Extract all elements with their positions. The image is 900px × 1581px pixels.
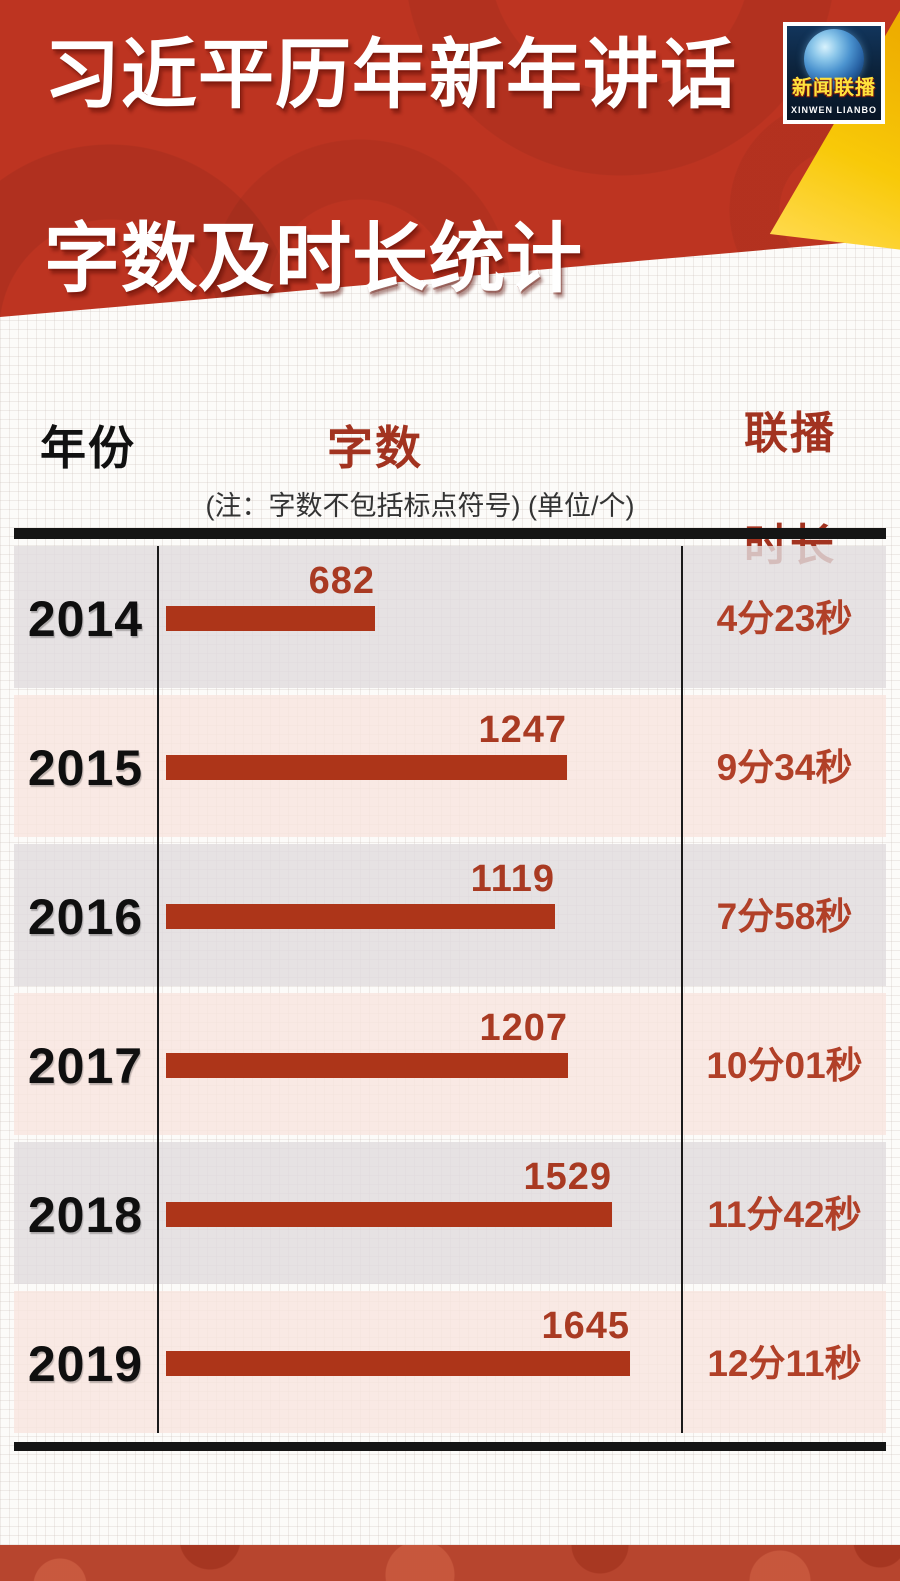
table-row-2015: 2015 1247 9分34秒 [14,695,886,837]
year-label: 2017 [27,1038,144,1094]
duration-label: 4分23秒 [716,598,853,639]
duration-label: 10分01秒 [706,1045,863,1086]
word-count-label: 1645 [541,1305,630,1347]
year-label: 2018 [27,1187,144,1243]
table-row-2019: 2019 1645 12分11秒 [14,1291,886,1433]
word-count-label: 1119 [470,858,555,900]
table-row-2018: 2018 1529 11分42秒 [14,1142,886,1284]
logo-name-english: XINWEN LIANBO [791,105,877,115]
bar-group: 1119 [166,860,555,929]
word-count-bar [166,1202,612,1227]
bar-group: 1207 [166,1009,568,1078]
page-title-line2: 字数及时长统计 [44,217,583,302]
chart-rows: 2014 682 4分23秒 2015 1247 9分34秒 2016 1119… [14,546,886,1433]
footer-band [0,1545,900,1581]
bar-group: 1529 [166,1158,612,1227]
word-count-bar [166,904,555,929]
duration-label: 12分11秒 [707,1343,862,1384]
word-count-label: 682 [308,560,375,602]
table-row-2016: 2016 1119 7分58秒 [14,844,886,986]
duration-label: 9分34秒 [716,747,853,788]
table-row-2017: 2017 1207 10分01秒 [14,993,886,1135]
bar-group: 1247 [166,711,567,780]
word-count-bar [166,755,567,780]
word-count-label: 1529 [523,1156,612,1198]
year-label: 2014 [27,591,144,647]
word-count-bar [166,606,375,631]
bottom-divider-rule [14,1442,886,1451]
bar-group: 1645 [166,1307,630,1376]
column-header-year: 年份 [40,422,136,474]
word-count-label: 1207 [479,1007,568,1049]
page-title-line1: 习近平历年新年讲话 [44,33,737,118]
year-label: 2019 [27,1336,144,1392]
header-banner [0,0,900,318]
logo-background: 新闻联播 XINWEN LIANBO [787,26,881,120]
words-note: (注：字数不包括标点符号) (单位/个) [205,491,635,521]
bar-group: 682 [166,562,375,631]
column-divider-right [681,546,683,1433]
column-header-duration-line1: 联播 [744,409,836,458]
word-count-bar [166,1351,630,1376]
year-label: 2015 [27,740,144,796]
xinwen-lianbo-logo: 新闻联播 XINWEN LIANBO [783,22,885,124]
top-divider-rule [14,528,886,539]
column-header-words: 字数 [327,422,423,474]
word-count-bar [166,1053,568,1078]
duration-label: 7分58秒 [716,896,853,937]
column-divider-left [157,546,159,1433]
duration-label: 11分42秒 [707,1194,862,1235]
page-title: 习近平历年新年讲话 字数及时长统计 [44,30,737,306]
word-count-label: 1247 [478,709,567,751]
table-row-2014: 2014 682 4分23秒 [14,546,886,688]
logo-name-chinese: 新闻联播 [792,77,876,99]
earth-globe-icon [804,29,864,89]
year-label: 2016 [27,889,144,945]
